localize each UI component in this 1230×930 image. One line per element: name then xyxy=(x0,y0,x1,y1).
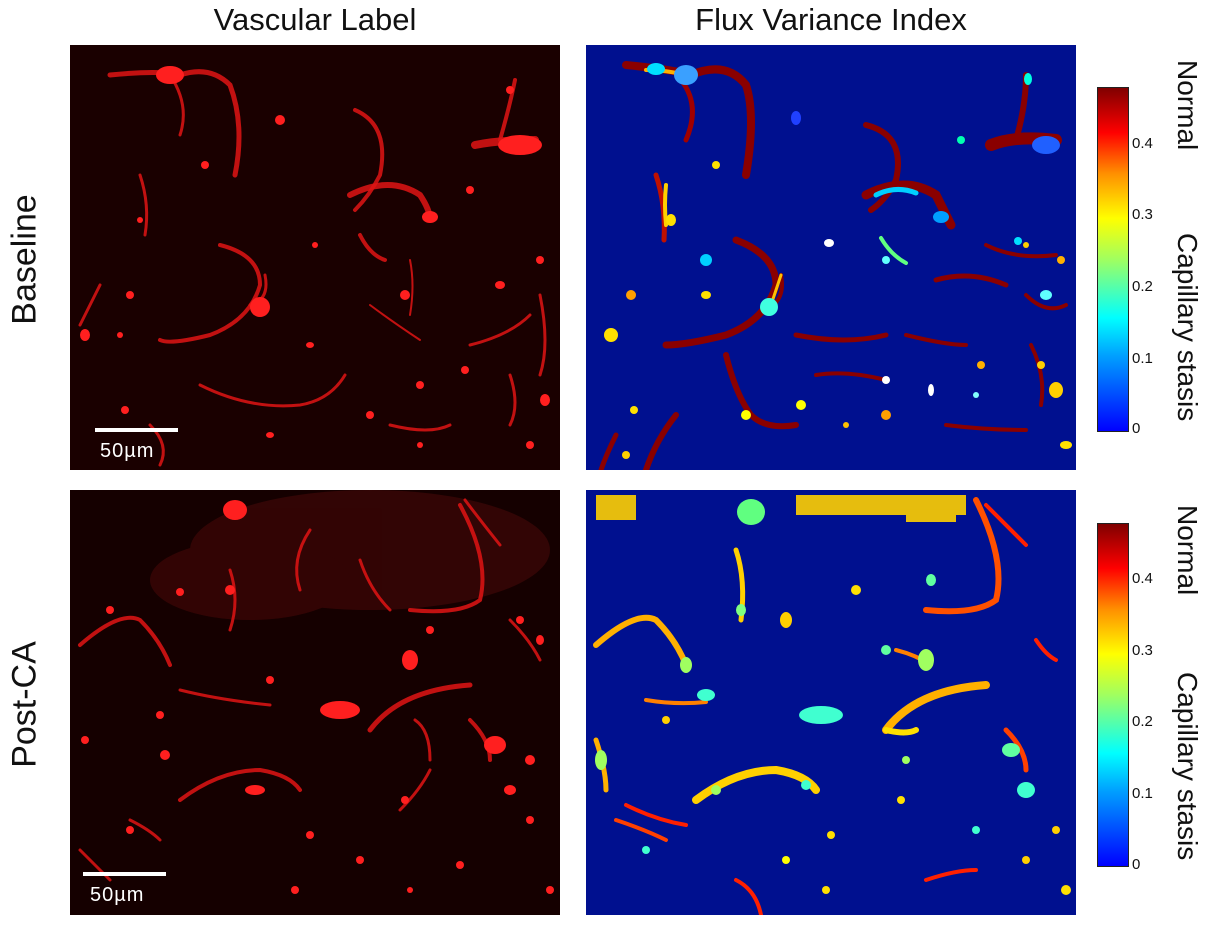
baseline-vascular-vessels xyxy=(78,66,550,467)
colorbar-label-normal-post-ca: Normal xyxy=(1172,505,1203,596)
scalebar-post-ca xyxy=(83,872,166,876)
colorbar-tick-baseline-0-2: 0.2 xyxy=(1132,278,1153,295)
colorbar-tick-post-ca-0-3: 0.3 xyxy=(1132,642,1153,659)
colorbar-label-capillary-stasis-post-ca: Capillary stasis xyxy=(1172,672,1203,861)
colorbar-tick-baseline-0-3: 0.3 xyxy=(1132,206,1153,223)
column-title-flux-variance-index: Flux Variance Index xyxy=(695,2,967,37)
baseline-vascular-image xyxy=(70,45,560,470)
column-title-vascular-label: Vascular Label xyxy=(213,2,417,37)
colorbar-tick-baseline-0-4: 0.4 xyxy=(1132,135,1153,152)
post-ca-vascular-vessels xyxy=(78,490,554,894)
colorbar-tick-post-ca-0: 0 xyxy=(1132,856,1141,873)
row-label-baseline: Baseline xyxy=(5,194,44,325)
post-ca-vascular-image xyxy=(70,490,560,915)
scalebar-label-baseline: 50µm xyxy=(100,440,155,462)
colorbar-baseline xyxy=(1097,87,1129,432)
post-ca-flux-vessels xyxy=(593,495,1071,915)
baseline-flux-vessels xyxy=(598,61,1072,470)
colorbar-tick-baseline-0: 0 xyxy=(1132,420,1141,437)
post-ca-flux-variance-image xyxy=(586,490,1076,915)
colorbar-label-capillary-stasis-baseline: Capillary stasis xyxy=(1172,233,1203,422)
colorbar-tick-post-ca-0-1: 0.1 xyxy=(1132,785,1153,802)
colorbar-tick-post-ca-0-4: 0.4 xyxy=(1132,570,1153,587)
scalebar-label-post-ca: 50µm xyxy=(90,884,145,906)
row-label-post-ca: Post-CA xyxy=(5,641,44,768)
colorbar-post-ca xyxy=(1097,523,1129,867)
colorbar-tick-baseline-0-1: 0.1 xyxy=(1132,350,1153,367)
colorbar-tick-post-ca-0-2: 0.2 xyxy=(1132,713,1153,730)
colorbar-label-normal-baseline: Normal xyxy=(1172,60,1203,151)
scalebar-baseline xyxy=(95,428,178,432)
baseline-flux-variance-image xyxy=(586,45,1076,470)
